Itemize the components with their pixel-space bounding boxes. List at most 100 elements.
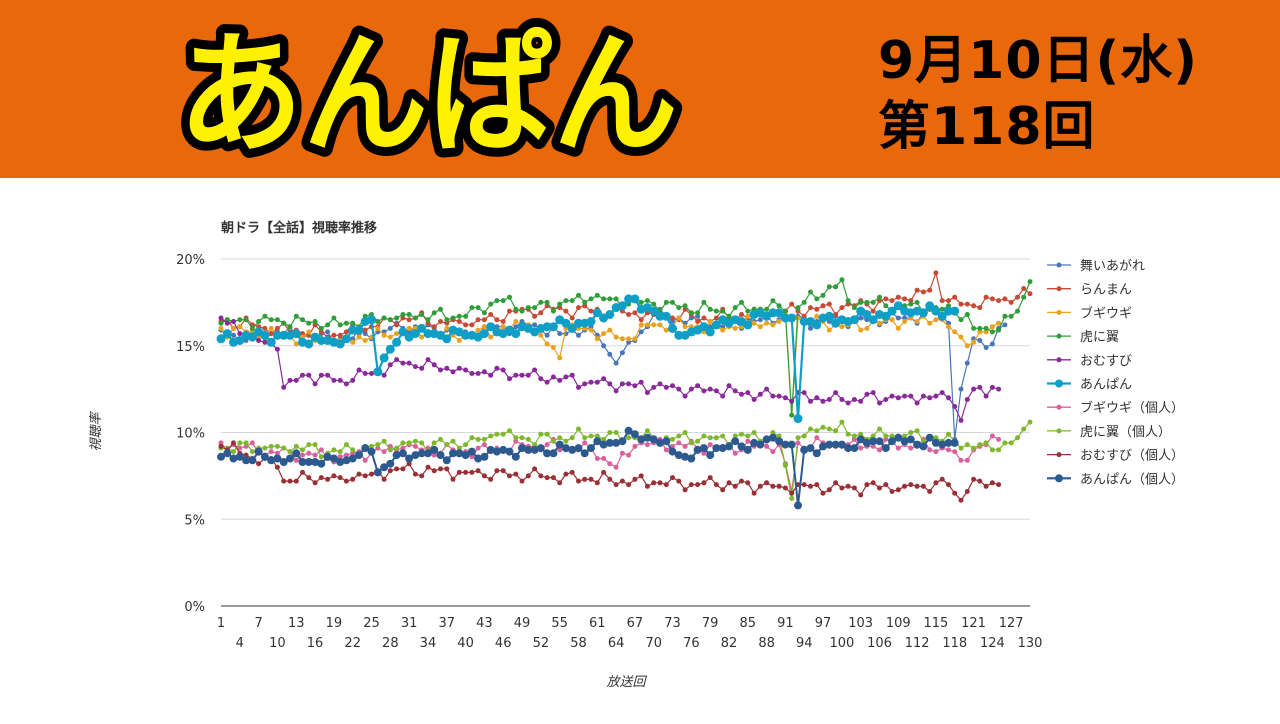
data-point <box>895 487 901 493</box>
data-point <box>764 480 770 486</box>
data-point <box>914 287 920 293</box>
legend-label: 舞いあがれ <box>1080 259 1145 274</box>
data-point <box>619 350 625 356</box>
x-tick-label: 46 <box>495 636 512 651</box>
data-point <box>670 315 675 321</box>
legend-swatch-marker <box>1055 379 1063 388</box>
data-point <box>287 324 293 330</box>
data-point <box>281 445 287 451</box>
data-point <box>919 442 928 451</box>
data-point <box>958 445 964 451</box>
data-point <box>713 482 719 488</box>
data-point <box>720 327 726 333</box>
legend-swatch-marker <box>1056 309 1062 315</box>
data-point <box>676 433 682 439</box>
data-point <box>964 343 970 349</box>
data-point <box>507 308 512 314</box>
data-point <box>743 320 753 330</box>
data-point <box>456 469 462 475</box>
data-point <box>682 443 688 449</box>
data-point <box>582 440 588 446</box>
data-point <box>624 426 633 435</box>
data-point <box>325 329 331 335</box>
data-point <box>983 294 989 300</box>
x-tick-label: 28 <box>382 636 399 651</box>
data-point <box>323 452 332 461</box>
data-point <box>249 325 255 331</box>
data-point <box>695 383 701 389</box>
data-point <box>488 334 494 340</box>
data-point <box>548 322 558 332</box>
data-point <box>507 376 512 382</box>
series-line <box>220 317 999 421</box>
data-point <box>367 315 376 325</box>
data-point <box>431 362 437 368</box>
data-point <box>839 419 845 425</box>
data-point <box>337 454 343 460</box>
data-point <box>776 303 782 309</box>
data-point <box>500 324 506 330</box>
data-point <box>375 319 381 324</box>
data-point <box>350 476 356 482</box>
data-point <box>480 452 489 461</box>
data-point <box>795 435 801 441</box>
data-point <box>971 386 977 392</box>
data-point <box>908 445 914 451</box>
data-point <box>488 301 494 307</box>
data-point <box>316 336 326 345</box>
data-point <box>764 386 770 392</box>
data-point <box>461 451 470 460</box>
data-point <box>925 301 935 311</box>
data-point <box>877 426 882 432</box>
x-tick-label: 73 <box>664 616 681 631</box>
data-point <box>481 473 487 479</box>
x-tick-label: 1 <box>217 616 225 631</box>
data-point <box>513 324 519 330</box>
data-point <box>293 478 299 484</box>
data-point <box>989 384 995 390</box>
data-point <box>824 311 834 321</box>
data-point <box>469 305 475 311</box>
data-point <box>820 398 826 404</box>
data-point <box>732 388 738 394</box>
data-point <box>638 299 644 305</box>
data-point <box>406 317 412 323</box>
data-point <box>944 306 953 316</box>
legend-swatch-marker <box>1056 286 1062 292</box>
data-point <box>601 469 607 475</box>
data-point <box>329 454 338 463</box>
legend-item: おむすび <box>1047 354 1132 369</box>
data-point <box>770 430 776 435</box>
data-point <box>224 317 230 323</box>
data-point <box>933 393 939 399</box>
data-point <box>304 339 314 349</box>
data-point <box>300 372 305 378</box>
data-point <box>996 436 1002 442</box>
data-point <box>833 312 839 317</box>
data-point <box>687 454 696 463</box>
data-point <box>431 310 437 316</box>
data-point <box>350 447 356 453</box>
data-point <box>417 449 426 458</box>
data-point <box>732 325 738 331</box>
data-point <box>958 317 964 323</box>
data-point <box>762 435 771 444</box>
y-tick-label: 5% <box>184 513 205 528</box>
data-point <box>732 305 738 311</box>
data-point <box>387 334 393 340</box>
data-point <box>216 334 226 344</box>
data-point <box>964 360 970 366</box>
data-point <box>918 308 928 318</box>
data-point <box>481 310 487 316</box>
data-point <box>839 277 845 283</box>
episode-number: 第118回 <box>878 97 1096 157</box>
data-point <box>952 329 958 335</box>
data-point <box>557 435 563 441</box>
data-point <box>775 437 784 446</box>
data-point <box>617 301 627 311</box>
data-point <box>568 445 577 454</box>
x-tick-label: 58 <box>570 636 587 651</box>
data-point <box>780 313 790 323</box>
data-point <box>870 299 876 305</box>
data-point <box>663 482 669 488</box>
